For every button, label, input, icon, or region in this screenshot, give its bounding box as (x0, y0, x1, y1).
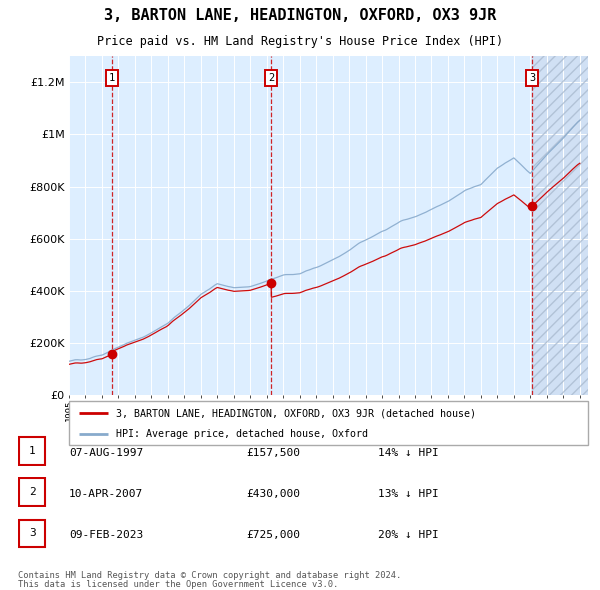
Text: £157,500: £157,500 (246, 448, 300, 457)
Text: 3, BARTON LANE, HEADINGTON, OXFORD, OX3 9JR (detached house): 3, BARTON LANE, HEADINGTON, OXFORD, OX3 … (116, 408, 476, 418)
Text: 2: 2 (29, 487, 36, 497)
FancyBboxPatch shape (19, 478, 46, 506)
Text: Contains HM Land Registry data © Crown copyright and database right 2024.: Contains HM Land Registry data © Crown c… (18, 571, 401, 580)
FancyBboxPatch shape (69, 401, 588, 445)
Text: Price paid vs. HM Land Registry's House Price Index (HPI): Price paid vs. HM Land Registry's House … (97, 35, 503, 48)
Text: This data is licensed under the Open Government Licence v3.0.: This data is licensed under the Open Gov… (18, 579, 338, 589)
Text: 3: 3 (529, 73, 535, 83)
FancyBboxPatch shape (19, 437, 46, 464)
Text: 09-FEB-2023: 09-FEB-2023 (69, 530, 143, 540)
Text: 1: 1 (29, 446, 36, 455)
Text: HPI: Average price, detached house, Oxford: HPI: Average price, detached house, Oxfo… (116, 428, 368, 438)
Text: 13% ↓ HPI: 13% ↓ HPI (378, 489, 439, 499)
Bar (532, 56, 588, 395)
Text: 20% ↓ HPI: 20% ↓ HPI (378, 530, 439, 540)
Text: 10-APR-2007: 10-APR-2007 (69, 489, 143, 499)
Text: 07-AUG-1997: 07-AUG-1997 (69, 448, 143, 457)
Text: £430,000: £430,000 (246, 489, 300, 499)
Text: 3: 3 (29, 529, 36, 538)
Text: 2: 2 (268, 73, 274, 83)
Text: 1: 1 (109, 73, 115, 83)
Text: £725,000: £725,000 (246, 530, 300, 540)
Bar (532, 56, 588, 395)
Text: 3, BARTON LANE, HEADINGTON, OXFORD, OX3 9JR: 3, BARTON LANE, HEADINGTON, OXFORD, OX3 … (104, 8, 496, 23)
FancyBboxPatch shape (19, 520, 46, 547)
Text: 14% ↓ HPI: 14% ↓ HPI (378, 448, 439, 457)
